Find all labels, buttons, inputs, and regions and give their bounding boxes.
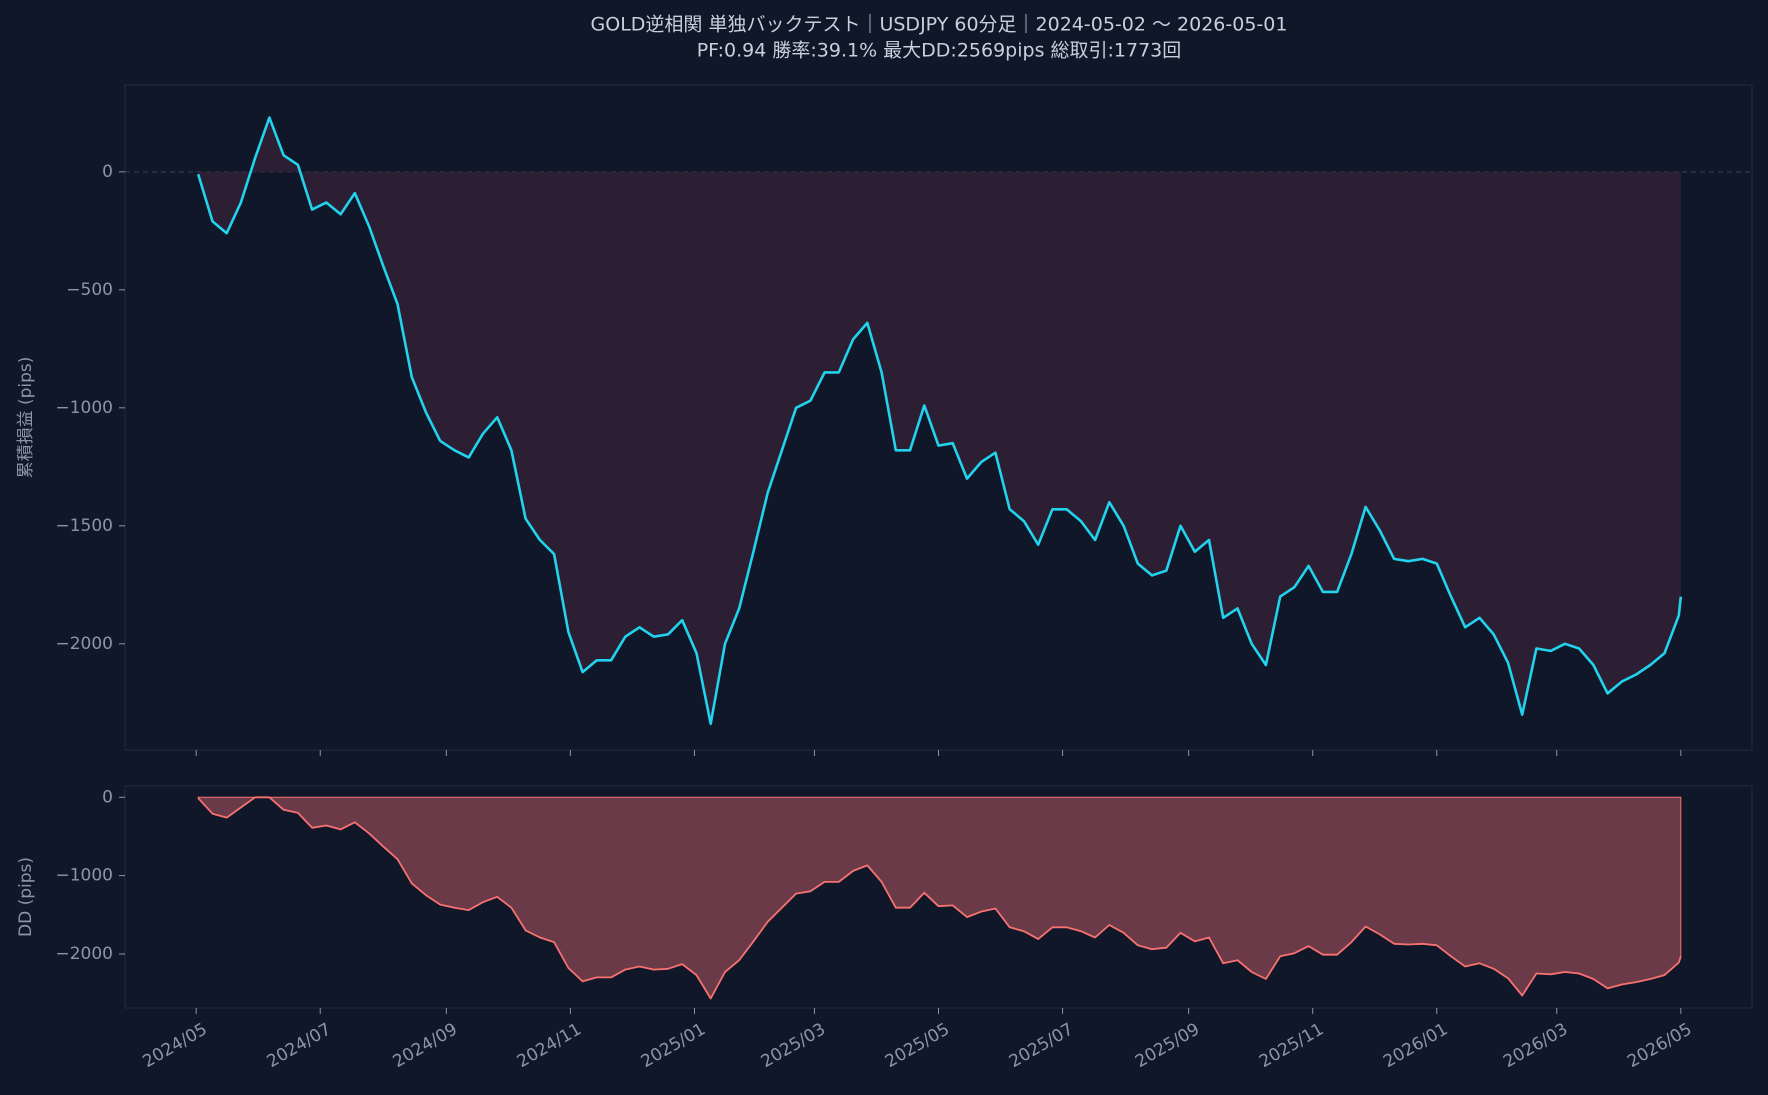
y-axis-label: DD (pips) [16,857,36,937]
y-tick-label: 0 [102,162,113,182]
y-tick-label: −500 [66,280,113,300]
chart-subtitle: PF:0.94 勝率:39.1% 最大DD:2569pips 総取引:1773回 [697,40,1182,62]
line [196,116,1683,726]
y-tick-label: −2000 [55,944,113,964]
y-axis-label: 累積損益 (pips) [16,357,36,479]
y-tick-label: −1500 [55,516,113,536]
chart-title: GOLD逆相関 単独バックテスト｜USDJPY 60分足｜2024-05-02 … [591,14,1288,36]
area-fill [198,117,1681,724]
area-line [197,796,1682,1000]
y-tick-label: −2000 [55,634,113,654]
y-tick-label: −1000 [55,866,113,886]
y-tick-label: −1000 [55,398,113,418]
y-tick-label: 0 [102,787,113,807]
